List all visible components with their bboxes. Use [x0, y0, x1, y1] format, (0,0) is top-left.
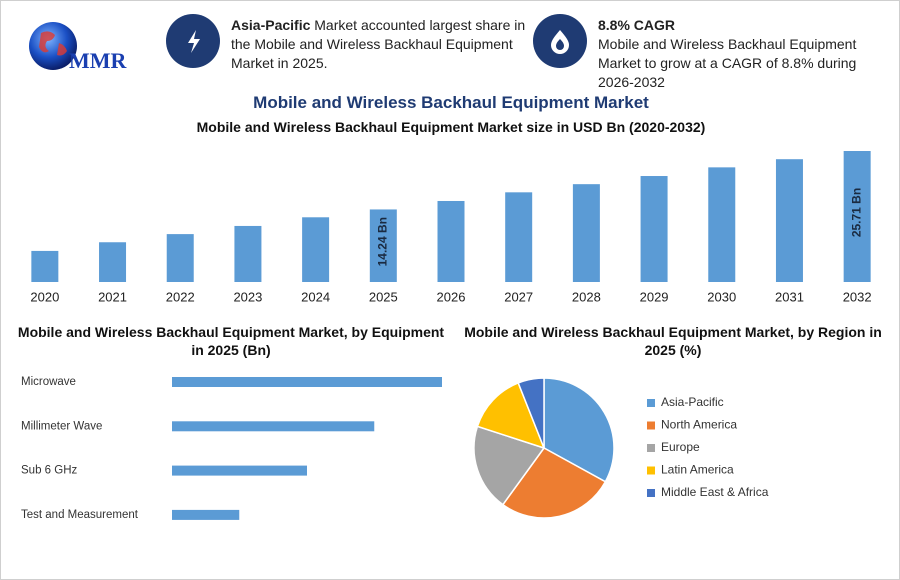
pie-slice [543, 377, 615, 483]
pie-slice [473, 425, 546, 506]
bar [640, 176, 668, 282]
x-tick-label: 2024 [301, 289, 330, 304]
bar [172, 421, 375, 432]
x-tick-label: 2029 [640, 289, 669, 304]
x-tick-label: 2026 [437, 289, 466, 304]
icon-1 [166, 14, 220, 68]
bar [166, 234, 194, 282]
subtitle: Mobile and Wireless Backhaul Equipment M… [196, 119, 706, 135]
highlight-text: Mobile and Wireless Backhaul Equipment M… [598, 36, 857, 90]
value-label: 14.24 Bn [375, 217, 389, 266]
bar [172, 377, 442, 387]
legend-swatch [647, 399, 655, 407]
x-tick-label: 2032 [843, 289, 872, 304]
x-tick-label: 2023 [233, 289, 262, 304]
x-tick-label: 2031 [775, 289, 804, 304]
category-label: Sub 6 GHz [21, 465, 77, 477]
x-tick-label: 2021 [98, 289, 127, 304]
bar [172, 509, 240, 520]
category-label: Microwave [21, 376, 76, 388]
x-tick-label: 2028 [572, 289, 601, 304]
logo-text: MMR [69, 48, 128, 73]
pie-slice [517, 377, 545, 449]
highlight-title: 8.8% CAGR [598, 17, 676, 33]
value-label: 25.71 Bn [849, 188, 863, 237]
bar [843, 151, 871, 282]
legend-swatch [647, 489, 655, 497]
main-title: Mobile and Wireless Backhaul Equipment M… [253, 93, 649, 112]
highlight-2: 8.8% CAGR Mobile and Wireless Backhaul Eq… [598, 16, 868, 92]
highlight-bold: Asia-Pacific [231, 17, 311, 33]
x-tick-label: 2030 [707, 289, 736, 304]
pie-slice [476, 381, 546, 450]
bar [31, 250, 59, 282]
bar [302, 217, 330, 282]
bar [437, 200, 465, 282]
pie-slice [501, 447, 607, 519]
bar [572, 184, 600, 282]
x-tick-label: 2027 [504, 289, 533, 304]
x-tick-label: 2022 [166, 289, 195, 304]
bar [234, 225, 262, 282]
legend-label: Middle East & Africa [661, 485, 769, 499]
bar [775, 159, 803, 282]
highlight-1: Asia-Pacific Market accounted largest sh… [231, 16, 526, 73]
highlight-text: Market accounted largest share in the Mo… [231, 17, 526, 71]
legend-swatch [647, 466, 655, 475]
x-tick-label: 2020 [30, 289, 59, 304]
category-label: Test and Measurement [21, 509, 139, 521]
icon-2 [533, 14, 587, 68]
bar [99, 242, 127, 282]
bar [172, 465, 307, 476]
region-title: Mobile and Wireless Backhaul Equipment M… [464, 324, 882, 358]
legend-swatch [647, 421, 655, 430]
equipment-title: Mobile and Wireless Backhaul Equipment M… [17, 324, 445, 358]
legend-swatch [647, 444, 655, 452]
x-tick-label: 2025 [369, 289, 398, 304]
logo: MMR [29, 22, 128, 73]
legend-label: North America [661, 418, 737, 432]
legend-label: Latin America [661, 463, 734, 477]
bar [708, 167, 736, 282]
legend-label: Europe [661, 440, 700, 454]
bar [505, 192, 533, 282]
category-label: Millimeter Wave [21, 420, 102, 432]
bar [369, 209, 397, 282]
legend-label: Asia-Pacific [661, 395, 724, 409]
